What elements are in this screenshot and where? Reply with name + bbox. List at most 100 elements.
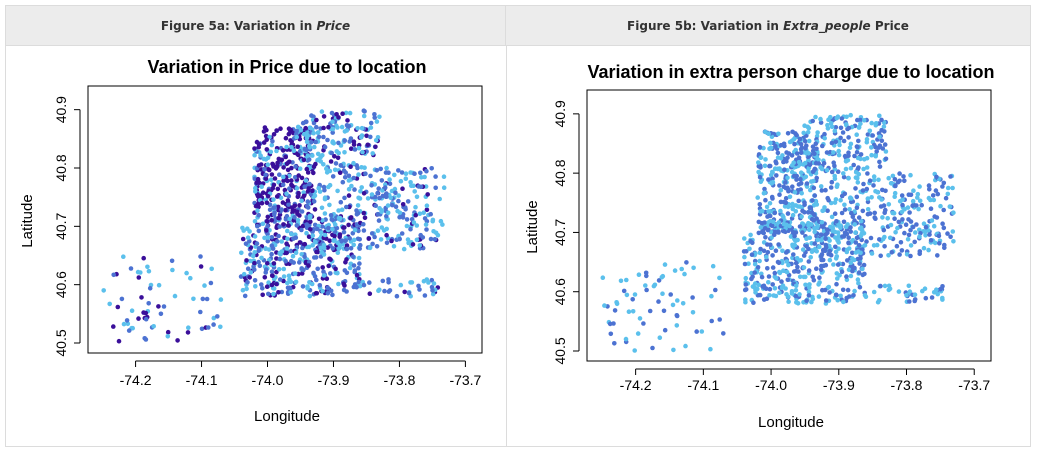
data-point (756, 169, 761, 175)
data-point (312, 255, 317, 260)
data-point (869, 152, 874, 158)
data-point (880, 215, 885, 220)
data-point (347, 265, 353, 271)
data-point (784, 150, 789, 155)
data-point (368, 173, 373, 179)
data-point (815, 237, 820, 243)
data-point (832, 211, 838, 216)
data-point (372, 112, 377, 117)
data-point (298, 128, 304, 133)
data-point (656, 278, 662, 283)
data-point (772, 166, 778, 171)
data-point (139, 295, 144, 300)
data-point (351, 237, 357, 243)
data-point (116, 338, 122, 344)
data-point (128, 266, 134, 271)
data-point (244, 258, 249, 263)
data-point (806, 293, 812, 298)
data-point (831, 150, 836, 155)
data-point (279, 249, 285, 254)
data-point (332, 154, 337, 159)
data-point (297, 213, 302, 218)
data-point (418, 170, 423, 176)
data-point (846, 135, 851, 140)
data-point (772, 210, 778, 216)
data-point (339, 207, 345, 212)
data-point (320, 265, 326, 270)
data-point (624, 292, 630, 298)
data-point (783, 250, 789, 255)
data-point (929, 295, 935, 300)
data-point (793, 147, 798, 153)
data-point (172, 293, 178, 299)
data-point (270, 139, 275, 144)
data-point (275, 164, 280, 169)
data-point (417, 211, 423, 216)
data-point (293, 279, 299, 285)
data-point (296, 173, 302, 178)
data-point (816, 282, 821, 287)
data-point (294, 223, 300, 228)
data-point (777, 269, 782, 275)
data-point (169, 258, 175, 264)
data-point (368, 120, 374, 126)
data-point (413, 204, 418, 210)
data-point (356, 255, 362, 261)
data-point (301, 267, 306, 273)
data-point (865, 171, 870, 176)
data-point (342, 225, 347, 230)
data-point (397, 236, 402, 242)
data-point (900, 197, 905, 202)
data-point (363, 171, 368, 176)
caption-5a-emphasis: Price (316, 18, 351, 33)
data-point (847, 207, 852, 212)
data-point (777, 166, 782, 171)
data-point (789, 163, 795, 168)
data-point (333, 123, 339, 128)
data-point (286, 273, 292, 279)
data-point (416, 184, 422, 189)
data-point (344, 123, 350, 128)
data-point (275, 186, 281, 192)
data-point (767, 286, 773, 292)
data-point (294, 186, 300, 191)
data-point (301, 157, 307, 163)
data-point (928, 238, 934, 243)
data-point (752, 285, 758, 291)
data-point (272, 210, 277, 215)
data-point (314, 124, 319, 130)
data-point (262, 166, 267, 172)
data-point (393, 190, 398, 196)
data-point (756, 160, 761, 165)
data-point (346, 186, 352, 192)
data-point (338, 163, 344, 168)
data-point (848, 229, 853, 234)
data-point (904, 252, 910, 257)
data-point (757, 144, 763, 150)
data-point (374, 119, 380, 124)
data-point (825, 208, 830, 213)
data-point (379, 209, 384, 214)
data-point (856, 270, 862, 275)
data-point (307, 215, 313, 221)
data-point (892, 194, 897, 199)
data-point (845, 287, 851, 293)
data-point (843, 166, 849, 172)
data-point (765, 250, 771, 255)
data-point (819, 220, 825, 225)
data-point (841, 171, 846, 176)
x-tick-label: -73.7 (449, 372, 481, 388)
data-point (266, 247, 272, 252)
data-point (752, 258, 758, 264)
data-point (858, 117, 863, 123)
data-point (941, 207, 946, 213)
data-point (300, 245, 305, 251)
data-point (278, 126, 283, 131)
data-point (943, 195, 949, 201)
data-point (369, 192, 375, 197)
data-point (657, 335, 663, 341)
data-point (266, 280, 271, 285)
data-point (830, 228, 836, 234)
data-point (295, 152, 301, 158)
data-point (432, 237, 438, 242)
